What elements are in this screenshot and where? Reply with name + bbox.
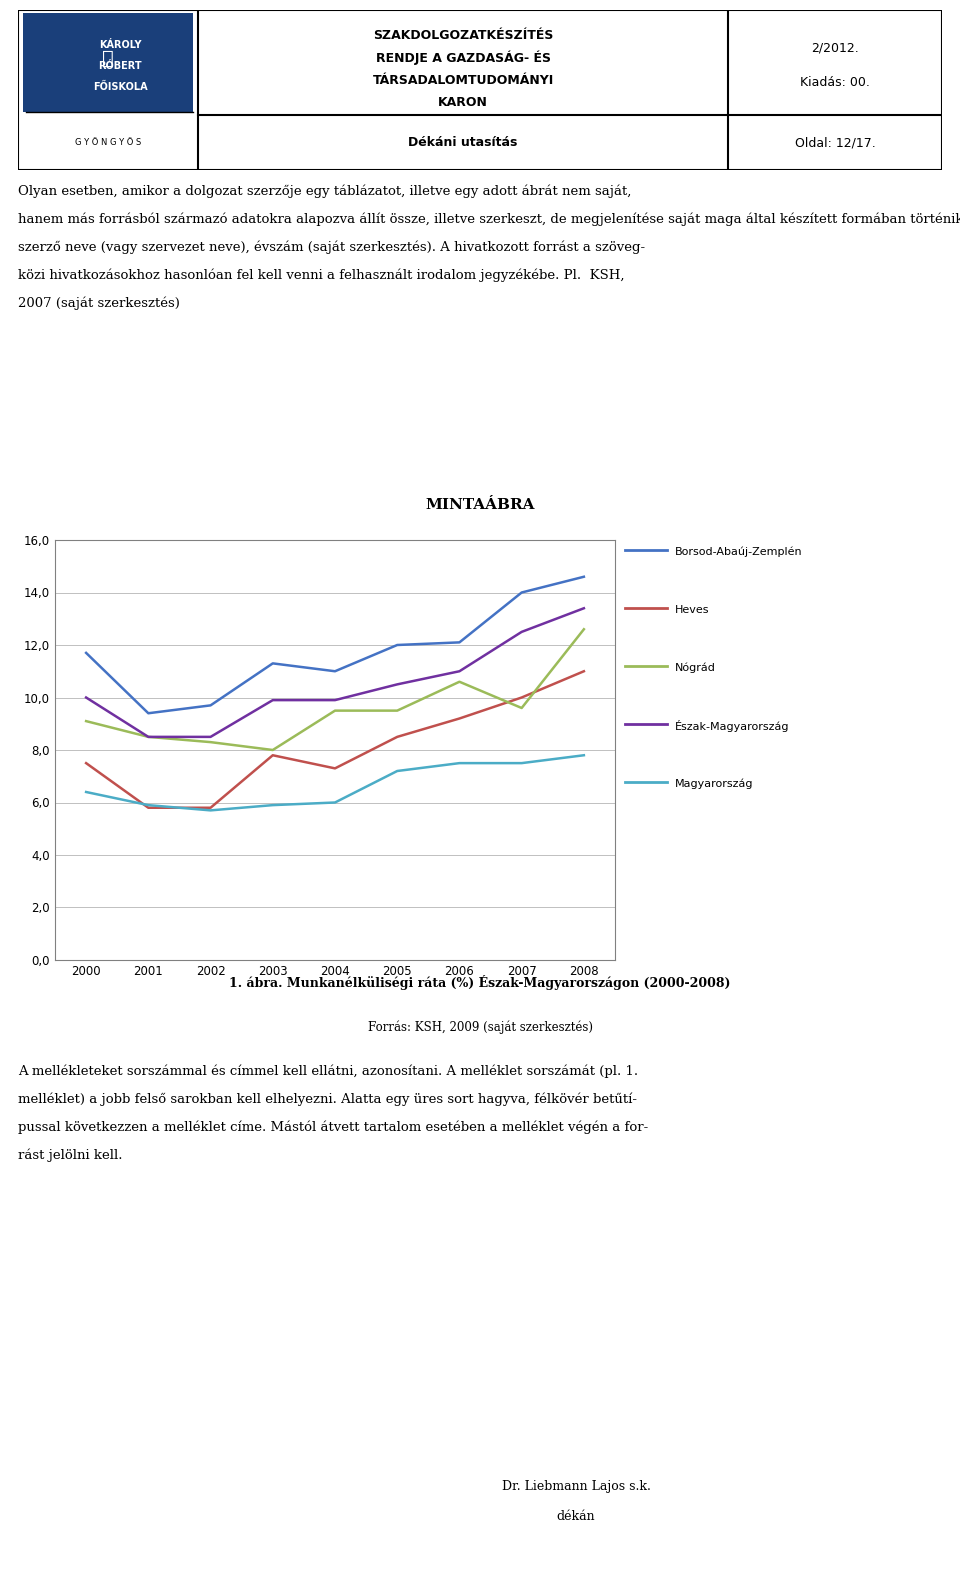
Text: SZAKDOLGOZATKÉSZÍTÉS: SZAKDOLGOZATKÉSZÍTÉS — [372, 29, 553, 41]
Text: Magyarország: Magyarország — [675, 779, 754, 789]
Text: 🌿: 🌿 — [102, 48, 114, 67]
Text: TÁRSADALOMTUDOMÁNYI: TÁRSADALOMTUDOMÁNYI — [372, 73, 554, 88]
Text: 2/2012.: 2/2012. — [811, 41, 859, 54]
Text: hanem más forrásból származó adatokra alapozva állít össze, illetve szerkeszt, d: hanem más forrásból származó adatokra al… — [18, 214, 960, 226]
Text: Heves: Heves — [675, 606, 709, 615]
Text: közi hivatkozásokhoz hasonlóan fel kell venni a felhasznált irodalom jegyzékébe.: közi hivatkozásokhoz hasonlóan fel kell … — [18, 269, 625, 282]
Text: melléklet) a jobb felső sarokban kell elhelyezni. Alatta egy üres sort hagyva, f: melléklet) a jobb felső sarokban kell el… — [18, 1093, 637, 1106]
Text: Nógrád: Nógrád — [675, 663, 716, 673]
Text: 1. ábra. Munkanélküliségi ráta (%) Észak-Magyarországon (2000-2008): 1. ábra. Munkanélküliségi ráta (%) Észak… — [229, 976, 731, 990]
Text: RENDJE A GAZDASÁG- ÉS: RENDJE A GAZDASÁG- ÉS — [375, 51, 550, 65]
Text: Oldal: 12/17.: Oldal: 12/17. — [795, 135, 876, 148]
Text: KARON: KARON — [438, 96, 488, 110]
Text: szerző neve (vagy szervezet neve), évszám (saját szerkesztés). A hivatkozott for: szerző neve (vagy szervezet neve), évszá… — [18, 241, 645, 255]
Text: 2007 (saját szerkesztés): 2007 (saját szerkesztés) — [18, 296, 180, 311]
Text: Észak-Magyarország: Észak-Magyarország — [675, 720, 789, 732]
Text: Dékáni utasítás: Dékáni utasítás — [408, 135, 517, 148]
Bar — [23, 13, 193, 112]
Text: Borsod-Abaúj-Zemplén: Borsod-Abaúj-Zemplén — [675, 547, 803, 558]
Text: rást jelölni kell.: rást jelölni kell. — [18, 1149, 123, 1162]
Text: Dr. Liebmann Lajos s.k.: Dr. Liebmann Lajos s.k. — [501, 1479, 651, 1494]
Text: Kiadás: 00.: Kiadás: 00. — [800, 75, 870, 89]
Text: RÓBERT: RÓBERT — [98, 61, 142, 72]
Text: A mellékleteket sorszámmal és címmel kell ellátni, azonosítani. A melléklet sors: A mellékleteket sorszámmal és címmel kel… — [18, 1065, 638, 1079]
Text: dékán: dékán — [557, 1510, 595, 1522]
Text: MINTAÁBRA: MINTAÁBRA — [425, 497, 535, 512]
Text: pussal következzen a melléklet címe. Mástól átvett tartalom esetében a melléklet: pussal következzen a melléklet címe. Más… — [18, 1121, 648, 1135]
Text: Olyan esetben, amikor a dolgozat szerzője egy táblázatot, illetve egy adott ábrá: Olyan esetben, amikor a dolgozat szerzőj… — [18, 185, 632, 199]
Text: Forrás: KSH, 2009 (saját szerkesztés): Forrás: KSH, 2009 (saját szerkesztés) — [368, 1020, 592, 1033]
Text: KÁROLY: KÁROLY — [99, 40, 141, 49]
Text: FŐISKOLA: FŐISKOLA — [93, 81, 147, 92]
Text: G Y Ö N G Y Ö S: G Y Ö N G Y Ö S — [75, 139, 141, 147]
